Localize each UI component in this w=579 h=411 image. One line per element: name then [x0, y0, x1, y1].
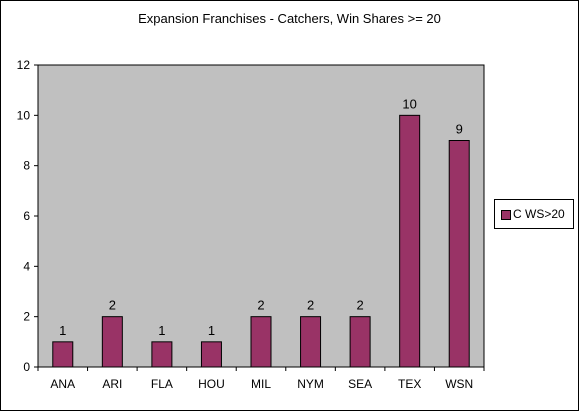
bar [349, 316, 371, 368]
data-label: 2 [307, 298, 314, 313]
legend-swatch [501, 210, 511, 220]
y-tick-label: 12 [17, 58, 31, 72]
x-tick-label: ARI [102, 377, 122, 391]
bar [399, 114, 421, 368]
bar [52, 341, 74, 368]
bar [200, 341, 222, 368]
data-label: 2 [356, 298, 363, 313]
y-axis: 0 2 4 6 8 10 12 [17, 58, 38, 374]
chart-title: Expansion Franchises - Catchers, Win Sha… [138, 11, 441, 26]
data-label: 2 [109, 298, 116, 313]
data-label: 2 [257, 298, 264, 313]
data-label: 10 [402, 96, 416, 111]
legend: C WS>20 [494, 199, 574, 229]
x-tick-label: SEA [348, 377, 372, 391]
y-tick-label: 6 [23, 209, 30, 223]
data-label: 1 [208, 323, 215, 338]
x-tick-label: WSN [445, 377, 473, 391]
y-tick-label: 10 [17, 108, 31, 122]
y-tick-label: 2 [23, 310, 30, 324]
bar [300, 316, 322, 368]
x-tick-label: HOU [198, 377, 225, 391]
legend-label: C WS>20 [513, 207, 565, 221]
x-tick-label: FLA [151, 377, 173, 391]
bar [250, 316, 272, 368]
data-label: 9 [456, 122, 463, 137]
x-tick-label: TEX [398, 377, 421, 391]
y-tick-label: 8 [23, 159, 30, 173]
bar [151, 341, 173, 368]
bar [448, 140, 470, 368]
bar [101, 316, 123, 368]
data-label: 1 [158, 323, 165, 338]
y-tick-label: 4 [23, 259, 30, 273]
y-tick-label: 0 [23, 360, 30, 374]
x-tick-label: NYM [297, 377, 324, 391]
data-label: 1 [59, 323, 66, 338]
x-tick-label: MIL [251, 377, 271, 391]
bar-series [52, 114, 470, 368]
x-tick-label: ANA [50, 377, 75, 391]
x-axis: ANA ARI FLA HOU MIL NYM SEA TEX WSN [37, 367, 485, 391]
data-labels: 1 2 1 1 2 2 2 10 9 [59, 96, 463, 338]
